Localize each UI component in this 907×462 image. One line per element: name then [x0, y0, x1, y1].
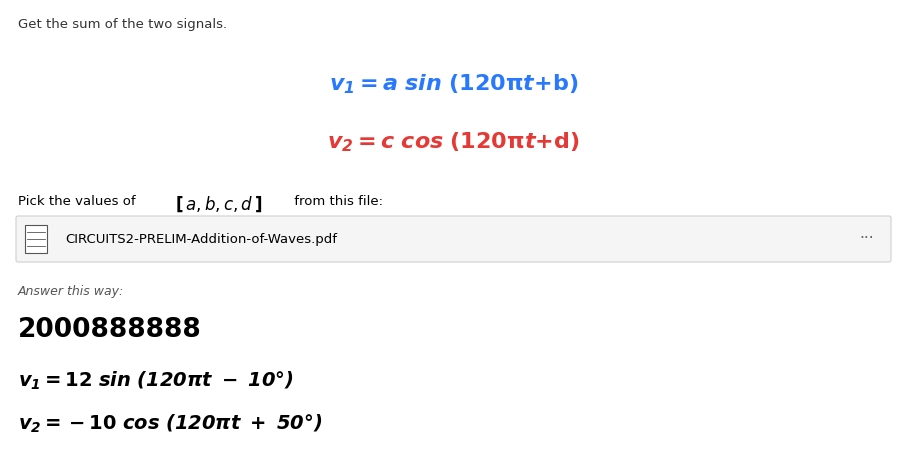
- Text: Get the sum of the two signals.: Get the sum of the two signals.: [18, 18, 227, 31]
- Text: Answer this way:: Answer this way:: [18, 285, 124, 298]
- Text: CIRCUITS2-PRELIM-Addition-of-Waves.pdf: CIRCUITS2-PRELIM-Addition-of-Waves.pdf: [65, 232, 337, 245]
- Text: $\mathbf{[\,}$$\mathbf{\mathit{a, b, c, d}}$$\mathbf{\,]}$: $\mathbf{[\,}$$\mathbf{\mathit{a, b, c, …: [175, 195, 262, 214]
- Text: 2000888888: 2000888888: [18, 317, 201, 343]
- Text: Pick the values of: Pick the values of: [18, 195, 140, 208]
- Bar: [25, 225, 47, 253]
- Text: from this file:: from this file:: [290, 195, 383, 208]
- Text: $\bfit{v}_1\mathbf{= 12\ \bfit{sin}\ (120\pi\bfit{t}\ -\ 10°)}$: $\bfit{v}_1\mathbf{= 12\ \bfit{sin}\ (12…: [18, 370, 294, 392]
- Text: $\bfit{v}_2\mathbf{= -10\ \bfit{cos}\ (120\pi\bfit{t}\ +\ 50°)}$: $\bfit{v}_2\mathbf{= -10\ \bfit{cos}\ (1…: [18, 413, 322, 435]
- FancyBboxPatch shape: [16, 216, 891, 262]
- Text: ···: ···: [859, 231, 874, 247]
- Text: $\bfit{v}_1 = \bfit{a}\ \bfit{sin}\ \mathbf{(120\pi}$$\bfit{t}$$\mathbf{+ b)}$: $\bfit{v}_1 = \bfit{a}\ \bfit{sin}\ \mat…: [329, 72, 578, 96]
- Text: $\bfit{v}_2 = \bfit{c}\ \bfit{cos}\ \mathbf{(120\pi}$$\bfit{t}$$\mathbf{+ d)}$: $\bfit{v}_2 = \bfit{c}\ \bfit{cos}\ \mat…: [327, 130, 580, 153]
